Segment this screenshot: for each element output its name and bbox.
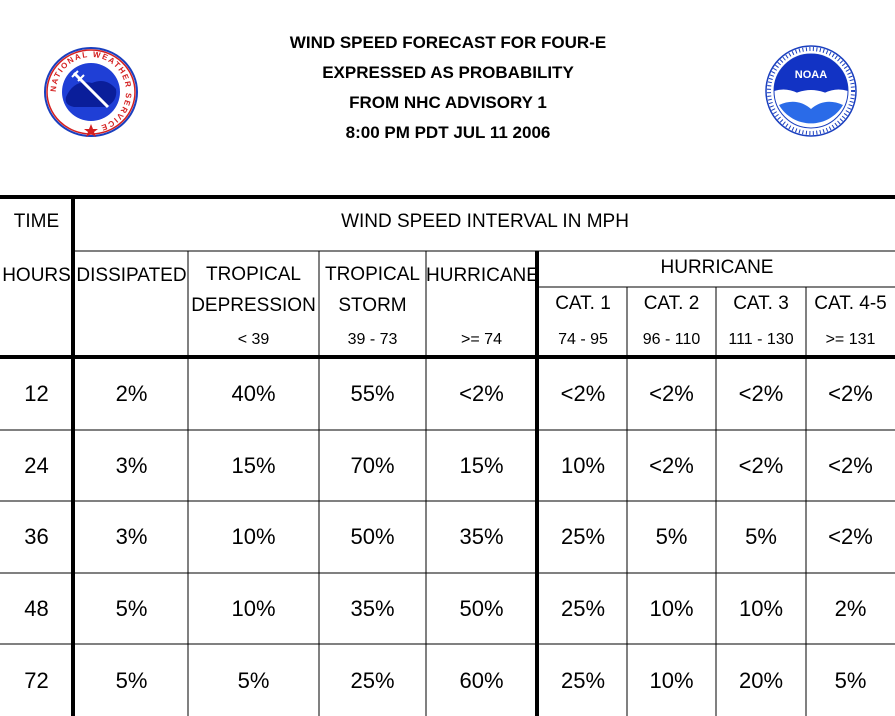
col-cat3-range: 111 - 130 bbox=[728, 331, 794, 348]
col-ts-range: 39 - 73 bbox=[347, 331, 398, 348]
value-cell: 3% bbox=[115, 453, 148, 478]
col-cat1-range: 74 - 95 bbox=[558, 331, 608, 348]
value-cell: 5% bbox=[237, 668, 270, 693]
value-cell: 35% bbox=[350, 596, 395, 621]
noaa-logo-text: NOAA bbox=[795, 69, 827, 81]
value-cell: 15% bbox=[459, 453, 504, 478]
value-cell: <2% bbox=[649, 381, 694, 406]
interval-label: WIND SPEED INTERVAL IN MPH bbox=[341, 211, 629, 232]
row-hours-cell: 48 bbox=[24, 596, 49, 621]
row-hours-cell: 72 bbox=[24, 668, 49, 693]
value-cell: 2% bbox=[834, 596, 867, 621]
col-dissipated-label: DISSIPATED bbox=[76, 265, 187, 286]
value-cell: 50% bbox=[350, 524, 395, 549]
col-td-range: < 39 bbox=[237, 331, 270, 348]
col-hurricane-range: >= 74 bbox=[461, 331, 502, 348]
value-cell: <2% bbox=[459, 381, 504, 406]
col-cat1-label: CAT. 1 bbox=[555, 293, 611, 314]
value-cell: 25% bbox=[560, 668, 606, 693]
value-cell: <2% bbox=[828, 381, 873, 406]
value-cell: 55% bbox=[350, 381, 395, 406]
value-cell: 5% bbox=[745, 524, 777, 549]
time-label: TIME bbox=[13, 211, 60, 232]
value-cell: 70% bbox=[350, 453, 395, 478]
row-hours-cell: 12 bbox=[24, 381, 49, 406]
value-cell: 15% bbox=[231, 453, 276, 478]
col-cat45-label: CAT. 4-5 bbox=[814, 293, 887, 314]
col-ts-line2: STORM bbox=[338, 295, 407, 316]
value-cell: 10% bbox=[649, 668, 694, 693]
col-ts-line1: TROPICAL bbox=[324, 264, 421, 285]
col-cat45-range: >= 131 bbox=[825, 331, 876, 348]
col-td-line1: TROPICAL bbox=[205, 264, 302, 285]
value-cell: <2% bbox=[738, 381, 784, 406]
value-cell: 25% bbox=[350, 668, 395, 693]
col-cat2-range: 96 - 110 bbox=[642, 331, 701, 348]
value-cell: 10% bbox=[231, 524, 276, 549]
value-cell: 5% bbox=[115, 596, 148, 621]
row-hours-cell: 24 bbox=[24, 453, 49, 478]
title-line-1: WIND SPEED FORECAST FOR FOUR-E bbox=[289, 33, 607, 52]
value-cell: 25% bbox=[560, 596, 606, 621]
value-cell: 10% bbox=[738, 596, 784, 621]
value-cell: 3% bbox=[115, 524, 148, 549]
value-cell: <2% bbox=[828, 453, 873, 478]
value-cell: 60% bbox=[459, 668, 504, 693]
value-cell: 10% bbox=[231, 596, 276, 621]
value-cell: 35% bbox=[459, 524, 504, 549]
value-cell: 2% bbox=[115, 381, 148, 406]
nws-logo-icon: NATIONAL WEATHER SERVICE bbox=[44, 47, 138, 142]
value-cell: 5% bbox=[834, 668, 867, 693]
col-hurricane-label: HURRICANE bbox=[426, 265, 539, 286]
hurricane-group-label: HURRICANE bbox=[660, 257, 774, 278]
value-cell: 40% bbox=[231, 381, 276, 406]
value-cell: 10% bbox=[649, 596, 694, 621]
value-cell: 5% bbox=[115, 668, 148, 693]
value-cell: 10% bbox=[560, 453, 606, 478]
value-cell: <2% bbox=[738, 453, 784, 478]
title-line-3: FROM NHC ADVISORY 1 bbox=[349, 93, 547, 112]
hours-label: HOURS bbox=[2, 265, 71, 286]
value-cell: 20% bbox=[738, 668, 784, 693]
title-line-4: 8:00 PM PDT JUL 11 2006 bbox=[345, 123, 551, 142]
value-cell: <2% bbox=[649, 453, 694, 478]
col-cat2-label: CAT. 2 bbox=[643, 293, 700, 314]
value-cell: <2% bbox=[560, 381, 606, 406]
value-cell: <2% bbox=[828, 524, 873, 549]
title-line-2: EXPRESSED AS PROBABILITY bbox=[322, 63, 574, 82]
col-td-line2: DEPRESSION bbox=[191, 295, 316, 316]
value-cell: 25% bbox=[560, 524, 606, 549]
value-cell: 5% bbox=[655, 524, 688, 549]
col-cat3-label: CAT. 3 bbox=[733, 293, 789, 314]
value-cell: 50% bbox=[459, 596, 504, 621]
row-hours-cell: 36 bbox=[24, 524, 49, 549]
noaa-logo-icon: NOAA bbox=[763, 45, 859, 142]
